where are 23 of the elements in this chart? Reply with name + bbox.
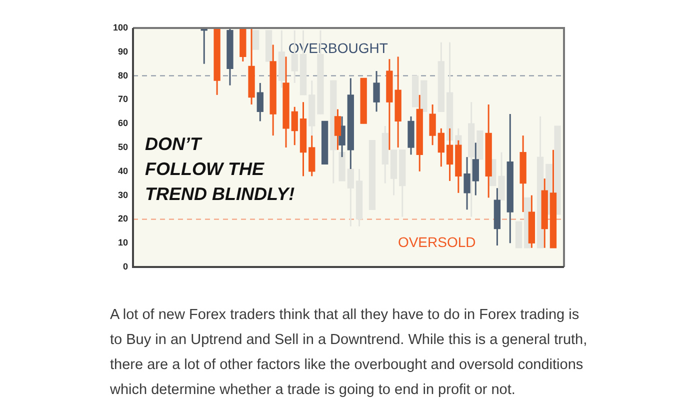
ref-line-label: OVERBOUGHT xyxy=(288,40,388,56)
y-tick-label: 50 xyxy=(118,142,128,152)
candlestick xyxy=(334,108,342,151)
y-tick-label: 10 xyxy=(118,238,128,248)
y-tick-label: 80 xyxy=(118,70,128,80)
candlestick xyxy=(472,142,479,196)
y-tick-label: 70 xyxy=(118,94,128,104)
y-tick-label: 40 xyxy=(118,166,128,176)
y-tick-label: 60 xyxy=(118,118,128,128)
y-tick-label: 90 xyxy=(118,46,128,56)
y-tick-label: 0 xyxy=(122,261,128,272)
candlestick xyxy=(256,82,264,122)
ref-line-label: OVERSOLD xyxy=(398,234,476,250)
candlestick xyxy=(438,128,444,168)
text: A lot of new Forex traders think that all they have to do in Forex trading is to Buy in an Uptrend and Sell in a Downtrend. While this is a general truth, there are a lot of other factors like the overbought and oversold conditions which determine whether a trade is going to end in profit or not. xyxy=(110,306,588,400)
y-tick-label: 100 xyxy=(112,22,128,32)
candlestick xyxy=(373,70,380,112)
y-tick-label: 30 xyxy=(118,190,128,200)
candlestick xyxy=(429,104,436,146)
candlestick xyxy=(291,106,298,146)
candlestick xyxy=(464,156,470,210)
annotation: DON’T FOLLOW THE TREND BLINDLY! xyxy=(145,134,295,204)
y-tick-label: 20 xyxy=(118,214,128,224)
